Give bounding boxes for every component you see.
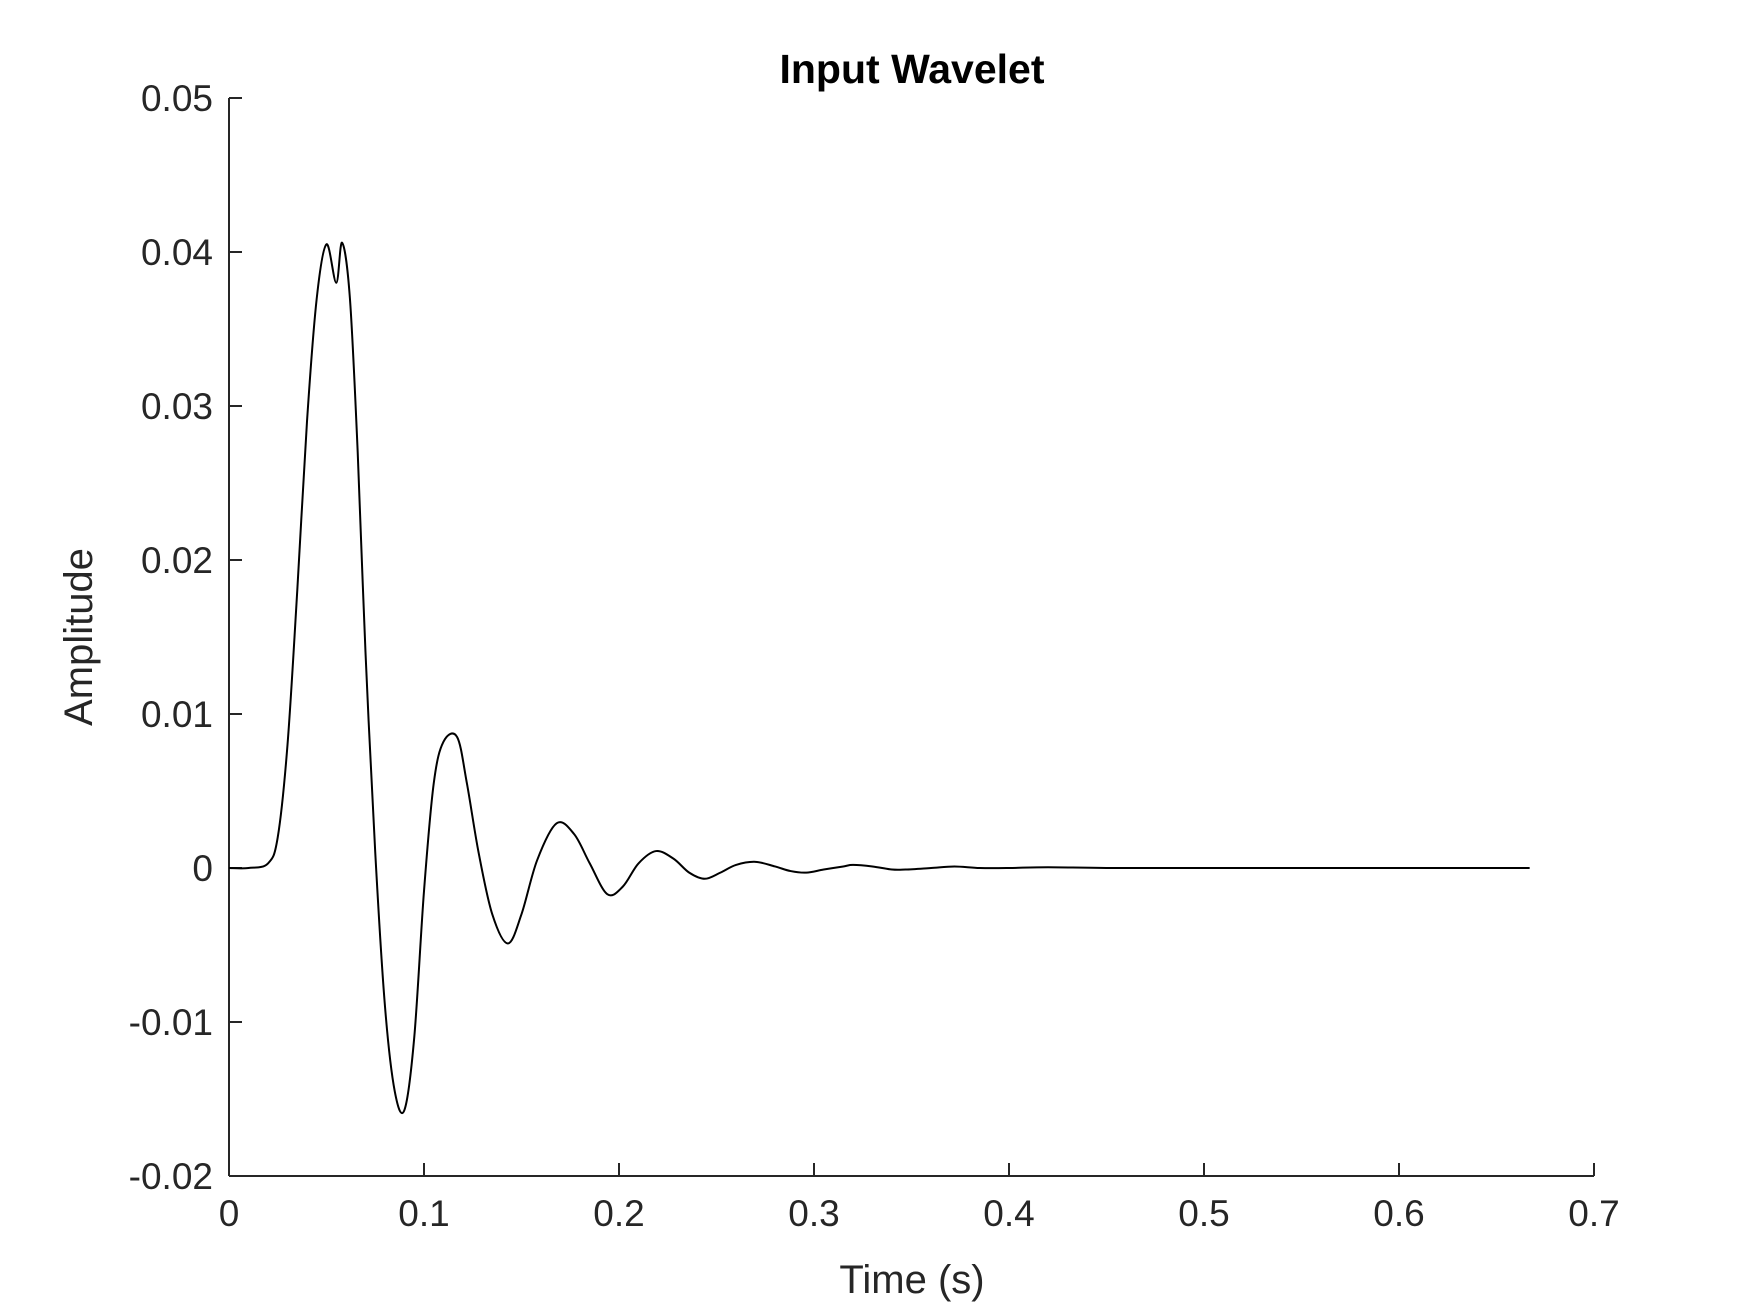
y-ticks: -0.02 -0.01 0 0.01 0.02 0.03 0.04 0.05 — [129, 78, 242, 1197]
y-tick-label: 0.04 — [141, 232, 213, 273]
x-tick-label: 0 — [219, 1193, 240, 1234]
x-tick-label: 0.3 — [788, 1193, 839, 1234]
y-tick-label: 0.03 — [141, 386, 213, 427]
y-tick-label: 0 — [192, 848, 213, 889]
x-axis-label: Time (s) — [839, 1258, 984, 1302]
x-tick-label: 0.5 — [1178, 1193, 1229, 1234]
y-tick-label: -0.02 — [129, 1156, 213, 1197]
x-tick-label: 0.2 — [593, 1193, 644, 1234]
x-tick-label: 0.7 — [1568, 1193, 1619, 1234]
chart-title: Input Wavelet — [780, 46, 1045, 92]
x-tick-label: 0.4 — [983, 1193, 1034, 1234]
x-tick-label: 0.6 — [1373, 1193, 1424, 1234]
y-tick-label: 0.01 — [141, 694, 213, 735]
y-axis-label: Amplitude — [57, 548, 101, 726]
y-tick-label: 0.05 — [141, 78, 213, 119]
x-tick-label: 0.1 — [398, 1193, 449, 1234]
y-tick-label: -0.01 — [129, 1002, 213, 1043]
x-ticks: 0 0.1 0.2 0.3 0.4 0.5 0.6 0.7 — [219, 1163, 1620, 1234]
axes — [228, 98, 1594, 1177]
y-tick-label: 0.02 — [141, 540, 213, 581]
wavelet-series-line — [228, 241, 1530, 1115]
